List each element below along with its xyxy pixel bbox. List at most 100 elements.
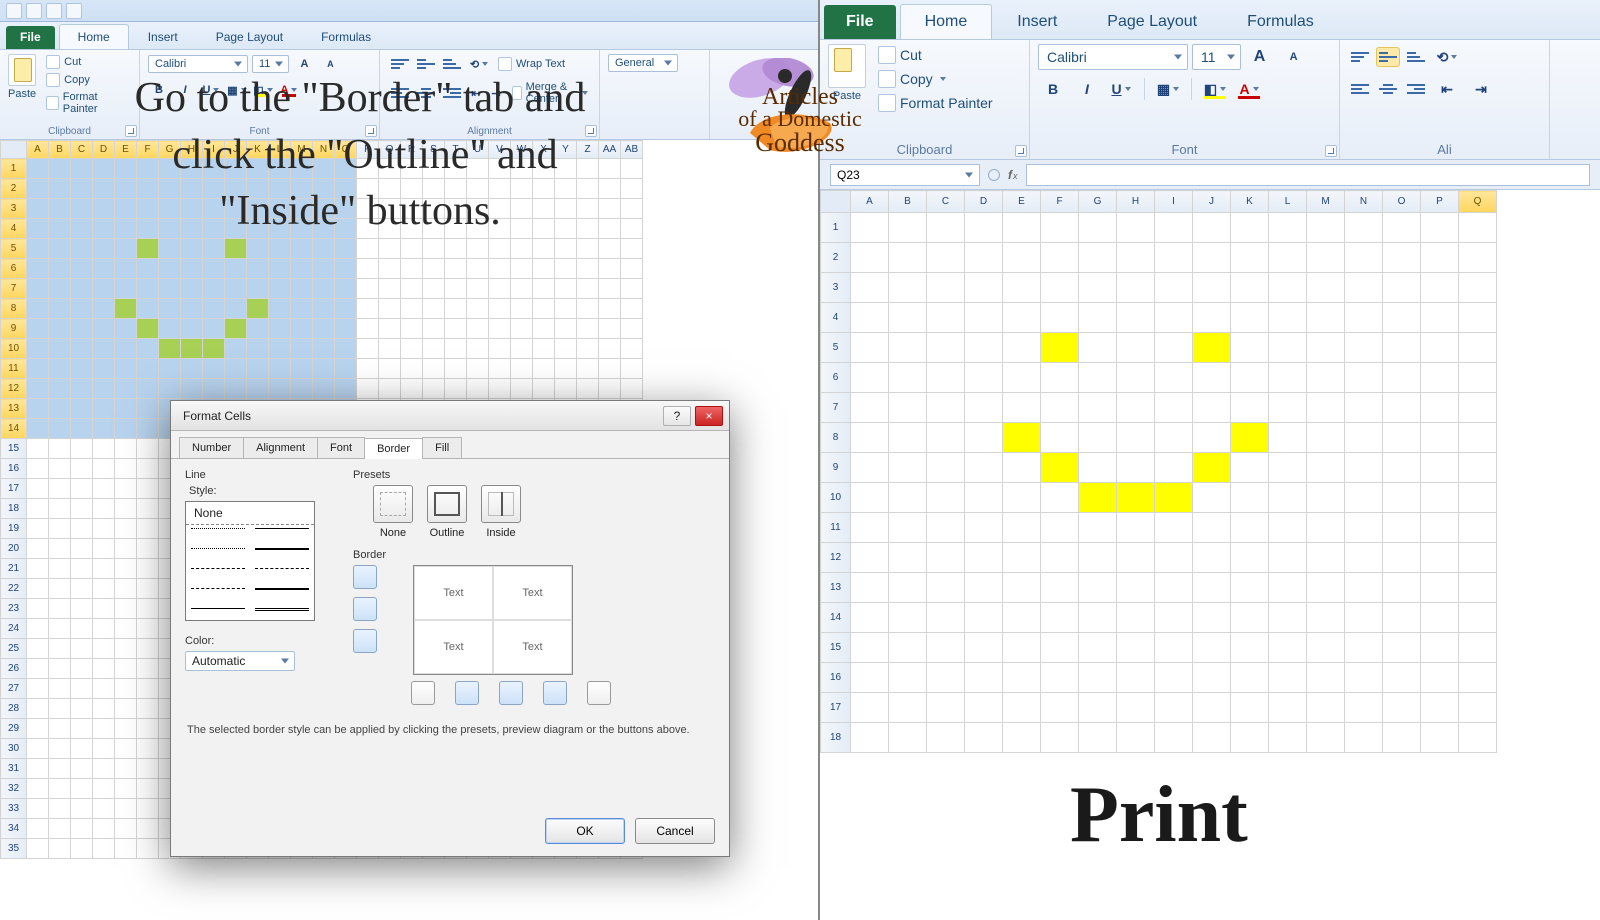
paste-button[interactable]: Paste	[828, 44, 866, 102]
edge-bottom-button[interactable]	[353, 629, 377, 653]
dialog-launcher-icon[interactable]	[1325, 145, 1337, 157]
font-color-button[interactable]: A	[278, 80, 300, 100]
edge-hmid-button[interactable]	[353, 597, 377, 621]
align-middle-button[interactable]	[414, 54, 438, 74]
edge-diag1-button[interactable]	[411, 681, 435, 705]
underline-button[interactable]: U	[1106, 76, 1136, 102]
border-preview[interactable]: Text Text Text Text	[413, 565, 573, 675]
decrease-indent-button[interactable]: ⇤	[468, 83, 484, 103]
merge-center-button[interactable]: Merge & Center	[508, 80, 592, 106]
cut-button[interactable]: Cut	[872, 44, 999, 66]
align-top-button[interactable]	[388, 54, 412, 74]
line-style-list[interactable]: None	[185, 501, 315, 621]
preset-outline[interactable]: Outline	[427, 485, 467, 539]
dialog-titlebar[interactable]: Format Cells ? ×	[171, 401, 729, 431]
tab-formulas[interactable]: Formulas	[1222, 4, 1339, 39]
help-button[interactable]: ?	[663, 406, 691, 426]
dlg-tab-number[interactable]: Number	[179, 437, 244, 458]
bold-button[interactable]: B	[148, 80, 170, 100]
dialog-launcher-icon[interactable]	[125, 125, 137, 137]
bold-button[interactable]: B	[1038, 76, 1068, 102]
edge-top-button[interactable]	[353, 565, 377, 589]
align-left-button[interactable]	[1348, 79, 1372, 99]
edge-right-button[interactable]	[543, 681, 567, 705]
orientation-button[interactable]: ⟲	[468, 54, 490, 74]
dlg-tab-fill[interactable]: Fill	[422, 437, 462, 458]
copy-button[interactable]: Copy	[42, 72, 131, 88]
dlg-tab-alignment[interactable]: Alignment	[243, 437, 318, 458]
align-left-button[interactable]	[388, 83, 412, 103]
grow-font-button[interactable]: A	[1245, 44, 1275, 70]
align-bottom-button[interactable]	[440, 54, 464, 74]
worksheet-right[interactable]: ABCDEFGHIJKLMNOPQ12345678910111213141516…	[820, 190, 1600, 910]
tab-insert[interactable]: Insert	[129, 24, 197, 49]
wrap-text-button[interactable]: Wrap Text	[494, 56, 569, 72]
edge-left-button[interactable]	[455, 681, 479, 705]
dlg-tab-border[interactable]: Border	[364, 438, 423, 459]
font-size-select[interactable]: 11	[1192, 44, 1241, 70]
file-tab[interactable]: File	[6, 26, 55, 49]
group-label-alignment: Alignment	[388, 124, 591, 137]
increase-indent-button[interactable]: ⇥	[1466, 76, 1496, 102]
edge-vmid-button[interactable]	[499, 681, 523, 705]
close-button[interactable]: ×	[695, 406, 723, 426]
tab-formulas[interactable]: Formulas	[302, 24, 390, 49]
file-tab[interactable]: File	[824, 5, 896, 39]
cut-button[interactable]: Cut	[42, 54, 131, 70]
shrink-font-button[interactable]: A	[1279, 44, 1309, 70]
tab-page-layout[interactable]: Page Layout	[1082, 4, 1222, 39]
preset-inside[interactable]: Inside	[481, 485, 521, 539]
tab-insert[interactable]: Insert	[992, 4, 1082, 39]
align-middle-button[interactable]	[1376, 47, 1400, 67]
ok-button[interactable]: OK	[545, 818, 625, 844]
paste-button[interactable]: Paste	[8, 54, 36, 100]
shrink-font-button[interactable]: A	[319, 54, 341, 74]
tab-home[interactable]: Home	[59, 24, 129, 49]
dialog-hint: The selected border style can be applied…	[187, 723, 707, 738]
line-style-none[interactable]: None	[186, 502, 314, 525]
italic-button[interactable]: I	[1072, 76, 1102, 102]
redo-icon[interactable]	[66, 3, 82, 19]
grow-font-button[interactable]: A	[293, 54, 315, 74]
borders-button[interactable]: ▦	[1153, 76, 1183, 102]
align-center-button[interactable]	[1376, 79, 1400, 99]
name-box[interactable]: Q23	[830, 164, 980, 186]
cancel-button[interactable]: Cancel	[635, 818, 715, 844]
formula-input[interactable]	[1026, 164, 1591, 186]
border-color-select[interactable]: Automatic	[185, 651, 295, 671]
copy-button[interactable]: Copy	[872, 68, 999, 90]
italic-button[interactable]: I	[174, 80, 196, 100]
cancel-formula-icon[interactable]	[988, 169, 1000, 181]
dialog-launcher-icon[interactable]	[365, 125, 377, 137]
font-name-select[interactable]: Calibri	[1038, 44, 1188, 70]
format-painter-button[interactable]: Format Painter	[42, 90, 131, 116]
font-color-button[interactable]: A	[1234, 76, 1264, 102]
underline-button[interactable]: U	[200, 80, 222, 100]
dialog-launcher-icon[interactable]	[1015, 145, 1027, 157]
decrease-indent-button[interactable]: ⇤	[1432, 76, 1462, 102]
dialog-launcher-icon[interactable]	[585, 125, 597, 137]
tab-home[interactable]: Home	[900, 4, 993, 39]
orientation-button[interactable]: ⟲	[1432, 44, 1462, 70]
tab-page-layout[interactable]: Page Layout	[197, 24, 302, 49]
align-right-button[interactable]	[1404, 79, 1428, 99]
align-top-button[interactable]	[1348, 47, 1372, 67]
fx-label[interactable]: x	[1008, 168, 1018, 182]
dlg-tab-font[interactable]: Font	[317, 437, 365, 458]
align-center-button[interactable]	[414, 83, 438, 103]
align-bottom-button[interactable]	[1404, 47, 1428, 67]
number-format-select[interactable]: General	[608, 54, 678, 72]
align-right-button[interactable]	[440, 83, 464, 103]
increase-indent-button[interactable]: ⇥	[488, 83, 504, 103]
preset-none[interactable]: None	[373, 485, 413, 539]
cell-grid[interactable]: ABCDEFGHIJKLMNOPQ12345678910111213141516…	[820, 190, 1497, 753]
fill-color-button[interactable]: ◧	[252, 80, 274, 100]
undo-icon[interactable]	[46, 3, 62, 19]
borders-button[interactable]: ▦	[226, 80, 248, 100]
fill-color-button[interactable]: ◧	[1200, 76, 1230, 102]
font-size-select[interactable]: 11	[252, 55, 289, 73]
save-icon[interactable]	[26, 3, 42, 19]
format-painter-button[interactable]: Format Painter	[872, 92, 999, 114]
font-name-select[interactable]: Calibri	[148, 55, 248, 73]
edge-diag2-button[interactable]	[587, 681, 611, 705]
